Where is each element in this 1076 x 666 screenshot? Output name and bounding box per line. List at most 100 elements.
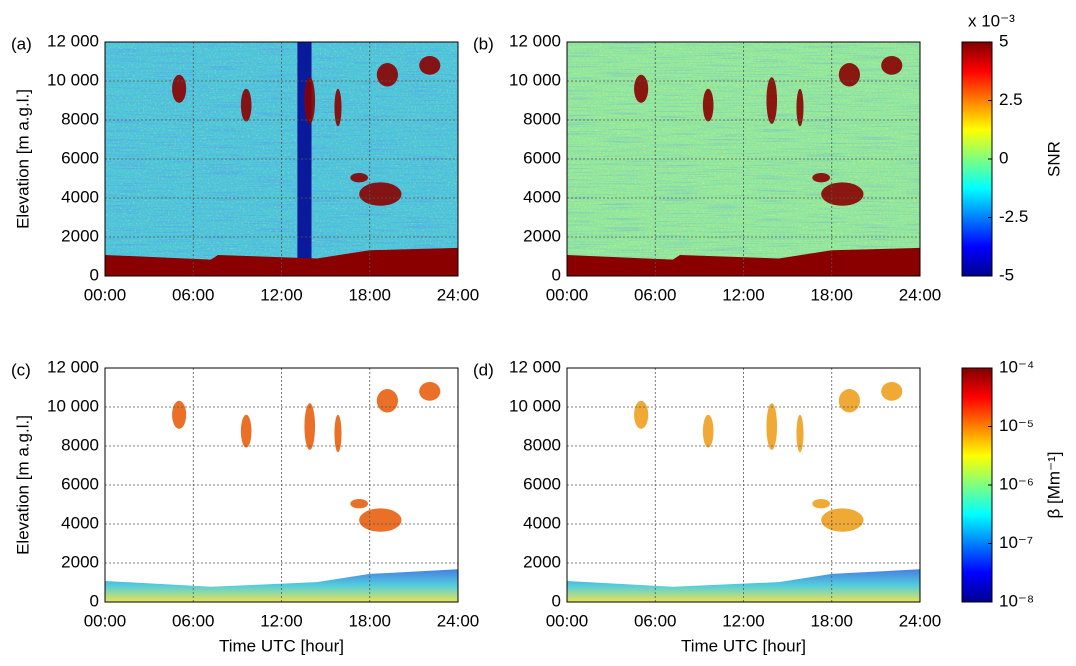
x-tick-label: 00:00 [546,285,589,304]
colorbar-tick-label: 5 [999,31,1008,50]
x-tick-label: 12:00 [722,611,765,630]
colorbar-tick-label: 0 [999,148,1008,167]
y-tick-label: 8000 [523,435,561,454]
colorbar-tick-label: 2.5 [999,90,1023,109]
plot-frame [104,41,459,277]
y-tick-label: 2000 [523,226,561,245]
plot-frame [104,367,459,603]
y-axis-label: Elevation [m a.g.l.] [13,89,32,229]
colorbar-tick-label: 10⁻⁵ [999,416,1034,435]
cloud [881,56,903,75]
cloud [172,400,187,429]
colorbar-label: β [Mm⁻¹] [1044,452,1063,519]
cloud [376,389,398,413]
cloud [334,414,342,453]
y-tick-label: 12 000 [509,357,561,376]
cloud [702,414,714,448]
cloud [359,182,402,206]
y-tick-label: 10 000 [509,396,561,415]
x-tick-label: 00:00 [84,611,127,630]
x-tick-label: 06:00 [634,611,677,630]
x-tick-label: 06:00 [172,611,215,630]
cloud [376,63,398,87]
x-tick-label: 24:00 [899,285,942,304]
x-tick-label: 12:00 [260,611,303,630]
cloud [821,508,864,532]
x-tick-label: 18:00 [810,285,853,304]
y-tick-label: 12 000 [509,31,561,50]
x-tick-label: 06:00 [634,285,677,304]
colorbar-tick-label: -5 [999,265,1014,284]
x-tick-label: 18:00 [810,611,853,630]
colorbar [961,367,993,603]
panel-label: (a) [11,34,32,53]
panel-label: (d) [473,360,494,379]
x-tick-label: 12:00 [722,285,765,304]
cloud [240,88,252,122]
y-tick-label: 8000 [61,435,99,454]
y-tick-label: 10 000 [47,396,99,415]
x-tick-label: 00:00 [546,611,589,630]
y-tick-label: 0 [90,265,99,284]
x-tick-label: 24:00 [437,285,480,304]
y-tick-label: 8000 [523,109,561,128]
y-tick-label: 2000 [61,552,99,571]
x-tick-label: 18:00 [348,611,391,630]
y-tick-label: 2000 [523,552,561,571]
x-tick-label: 18:00 [348,285,391,304]
y-tick-label: 0 [552,265,561,284]
cloud [821,182,864,206]
colorbar-tick-label: 10⁻⁴ [999,357,1034,376]
cloud [838,389,860,413]
cloud [702,88,714,122]
cloud [796,414,804,453]
y-tick-label: 4000 [523,513,561,532]
cloud [881,382,903,401]
cloud [838,63,860,87]
y-axis-label: Elevation [m a.g.l.] [13,415,32,555]
y-tick-label: 2000 [61,226,99,245]
cloud [812,173,830,183]
panel-label: (c) [11,360,31,379]
y-tick-label: 8000 [61,109,99,128]
colorbar-label: SNR [1044,141,1063,177]
cloud [766,403,778,450]
x-tick-label: 12:00 [260,285,303,304]
cloud [350,499,368,509]
y-tick-label: 4000 [523,187,561,206]
cloud [419,382,441,401]
y-tick-label: 6000 [523,148,561,167]
x-tick-label: 00:00 [84,285,127,304]
y-tick-label: 4000 [61,513,99,532]
colorbar-tick-label: 10⁻⁶ [999,474,1034,493]
cloud [172,74,187,103]
x-axis-label: Time UTC [hour] [681,636,806,655]
x-axis-label: Time UTC [hour] [219,636,344,655]
x-tick-label: 24:00 [899,611,942,630]
cloud [359,508,402,532]
colorbar-tick-label: -2.5 [999,207,1028,226]
cloud [812,499,830,509]
y-tick-label: 6000 [61,148,99,167]
colorbar-multiplier: x 10⁻³ [968,11,1015,30]
cloud [350,173,368,183]
cloud [304,77,316,124]
cloud [796,88,804,127]
y-tick-label: 12 000 [47,31,99,50]
colorbar [961,41,993,277]
cloud [634,400,649,429]
y-tick-label: 10 000 [47,70,99,89]
cloud [304,403,316,450]
y-tick-label: 0 [552,591,561,610]
x-tick-label: 24:00 [437,611,480,630]
cloud [240,414,252,448]
y-tick-label: 12 000 [47,357,99,376]
y-tick-label: 10 000 [509,70,561,89]
plot-frame [566,41,921,277]
cloud [334,88,342,127]
cloud [419,56,441,75]
y-tick-label: 6000 [61,474,99,493]
colorbar-tick-label: 10⁻⁸ [999,591,1034,610]
y-tick-label: 6000 [523,474,561,493]
